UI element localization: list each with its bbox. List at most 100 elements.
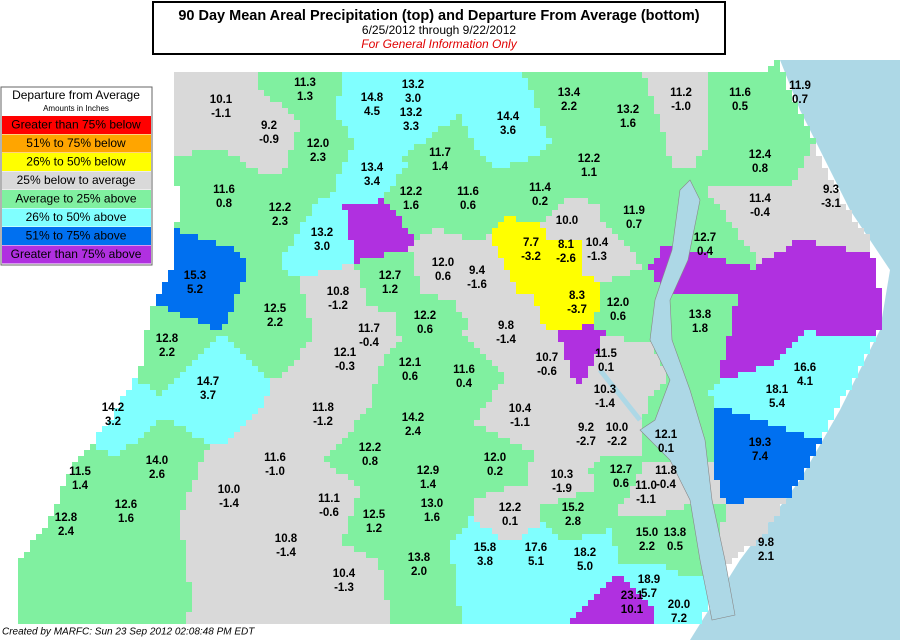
region-precip: 11.8 bbox=[312, 402, 334, 414]
legend: Departure from Average Amounts in Inches… bbox=[0, 86, 153, 266]
region-departure: 5.0 bbox=[577, 561, 593, 573]
region-precip: 10.0 bbox=[218, 484, 240, 496]
region-area bbox=[504, 216, 516, 222]
region-departure: -0.6 bbox=[537, 366, 557, 378]
region-area bbox=[768, 66, 780, 72]
region-precip: 13.2 bbox=[617, 104, 639, 116]
region-area bbox=[654, 102, 708, 108]
region-area bbox=[738, 234, 870, 240]
region-area bbox=[456, 570, 678, 576]
region-area bbox=[720, 360, 774, 366]
region-area bbox=[798, 168, 828, 174]
region-precip: 18.9 bbox=[638, 574, 660, 586]
region-area bbox=[240, 426, 354, 432]
region-area bbox=[240, 282, 300, 288]
region-area bbox=[174, 150, 192, 156]
region-departure: -0.9 bbox=[259, 134, 279, 146]
region-area bbox=[186, 612, 390, 618]
region-precip: 11.5 bbox=[69, 466, 91, 478]
region-area bbox=[654, 108, 708, 114]
region-departure: 2.8 bbox=[565, 516, 582, 528]
region-area bbox=[174, 168, 258, 174]
region-area bbox=[558, 498, 624, 504]
title-box bbox=[152, 1, 726, 55]
region-area bbox=[474, 516, 540, 522]
region-departure: -1.2 bbox=[328, 300, 348, 312]
region-departure: 2.2 bbox=[639, 541, 655, 553]
region-area bbox=[666, 132, 708, 138]
region-area bbox=[408, 246, 498, 252]
region-area bbox=[420, 282, 516, 288]
region-precip: 12.7 bbox=[694, 232, 716, 244]
region-area bbox=[186, 498, 354, 504]
region-departure: 1.4 bbox=[432, 161, 449, 173]
region-area bbox=[186, 564, 378, 570]
region-area bbox=[132, 384, 150, 390]
region-area bbox=[174, 78, 258, 84]
region-area bbox=[660, 288, 882, 294]
region-area bbox=[606, 222, 732, 228]
region-area bbox=[498, 432, 642, 438]
region-area bbox=[384, 582, 456, 588]
region-area bbox=[198, 462, 330, 468]
region-area bbox=[210, 342, 234, 348]
region-area bbox=[282, 372, 378, 378]
region-area bbox=[174, 102, 282, 108]
region-area bbox=[738, 294, 882, 300]
region-area bbox=[708, 192, 840, 198]
region-area bbox=[498, 366, 570, 372]
region-area bbox=[294, 360, 384, 366]
region-area bbox=[744, 498, 786, 504]
region-area bbox=[18, 564, 186, 570]
region-area bbox=[222, 324, 312, 330]
region-area bbox=[666, 366, 720, 372]
region-area bbox=[246, 420, 354, 426]
region-area bbox=[348, 234, 414, 240]
region-area bbox=[654, 342, 726, 348]
region-area bbox=[726, 336, 798, 342]
region-area bbox=[474, 342, 564, 348]
region-area bbox=[732, 324, 882, 330]
region-area bbox=[234, 342, 306, 348]
region-area bbox=[306, 216, 348, 222]
region-area bbox=[192, 486, 360, 492]
region-departure: -1.4 bbox=[219, 498, 239, 510]
region-area bbox=[414, 240, 492, 246]
region-area bbox=[246, 162, 288, 168]
region-precip: 16.6 bbox=[794, 362, 816, 374]
region-area bbox=[354, 498, 474, 504]
region-area bbox=[78, 456, 204, 462]
region-precip: 11.6 bbox=[457, 186, 479, 198]
region-area bbox=[462, 330, 558, 336]
region-area bbox=[456, 114, 462, 120]
region-area bbox=[612, 276, 654, 282]
region-area bbox=[708, 138, 816, 144]
region-area bbox=[240, 156, 288, 162]
region-area bbox=[342, 204, 390, 210]
region-area bbox=[174, 132, 294, 138]
region-area bbox=[168, 306, 234, 312]
region-precip: 12.1 bbox=[655, 429, 678, 441]
region-area bbox=[120, 450, 204, 456]
region-area bbox=[774, 252, 870, 258]
region-area bbox=[318, 198, 378, 204]
region-area bbox=[528, 474, 594, 480]
legend-label: 26% to 50% above bbox=[26, 210, 127, 224]
region-area bbox=[546, 144, 666, 150]
region-area bbox=[498, 252, 582, 258]
region-area bbox=[204, 348, 240, 354]
region-area bbox=[270, 96, 336, 102]
region-area bbox=[132, 378, 138, 384]
region-area bbox=[648, 600, 708, 606]
region-area bbox=[738, 228, 864, 234]
region-departure: 0.6 bbox=[435, 271, 451, 283]
region-area bbox=[540, 516, 726, 522]
region-departure: 0.1 bbox=[658, 443, 675, 455]
region-area bbox=[354, 144, 414, 150]
region-area bbox=[720, 552, 738, 558]
region-area bbox=[156, 420, 174, 426]
region-area bbox=[336, 102, 534, 108]
region-area bbox=[366, 288, 420, 294]
region-departure: 0.1 bbox=[598, 362, 615, 374]
